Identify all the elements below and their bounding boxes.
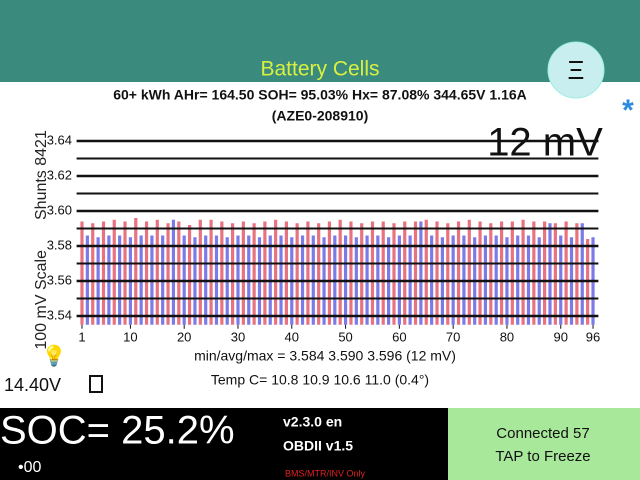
x-tick-label: 1 [78, 329, 85, 344]
y-tick-label: 3.60 [47, 202, 72, 217]
title: Battery Cells [260, 58, 379, 81]
bar [187, 225, 192, 325]
bar [80, 221, 84, 325]
bar [220, 221, 224, 325]
y-tick-label: 3.64 [47, 132, 72, 147]
bar [349, 221, 353, 325]
y-axis-label: 100 mV Scale [33, 250, 50, 350]
soc: SOC= 25.2% [0, 409, 235, 453]
x-tick-label: 96 [586, 329, 600, 344]
bar [91, 223, 95, 325]
menu-icon[interactable]: Ξ [568, 55, 585, 85]
bar [155, 219, 159, 325]
vin-line: (AZE0-208910) [272, 108, 369, 124]
stats-line: 60+ kWh AHr= 164.50 SOH= 95.03% Hx= 87.0… [113, 87, 527, 103]
bar [327, 221, 332, 325]
bar [424, 219, 428, 325]
bar [112, 219, 116, 325]
y-axis-label: Shunts 8421 [33, 130, 50, 220]
bar [370, 221, 375, 325]
bar [284, 221, 288, 325]
x-tick-label: 90 [554, 329, 568, 344]
bar [134, 218, 138, 325]
bar [360, 223, 364, 325]
bar [532, 221, 536, 325]
bar [575, 223, 579, 325]
connect-button[interactable] [448, 408, 640, 480]
x-tick-label: 50 [338, 329, 352, 344]
bar [510, 221, 514, 325]
y-tick-label: 3.58 [47, 237, 72, 252]
bar [403, 221, 407, 325]
bar [177, 221, 181, 325]
bar [435, 221, 439, 325]
mode: BMS/MTR/INV Only [285, 468, 366, 478]
y-tick-label: 3.54 [47, 307, 72, 322]
bar [231, 223, 235, 325]
bar [338, 219, 342, 325]
scale-note: 12 mV [487, 121, 603, 165]
min-max: min/avg/max = 3.584 3.590 3.596 (12 mV) [194, 348, 456, 364]
bar [306, 221, 310, 325]
bar [413, 221, 418, 325]
obd: OBDII v1.5 [283, 438, 353, 454]
bar [499, 221, 504, 325]
bar [274, 219, 278, 325]
voltage: 14.40V [4, 375, 61, 395]
menu-button[interactable] [547, 41, 605, 99]
dots: •00 [18, 459, 42, 476]
y-tick-label: 3.56 [47, 272, 72, 287]
bar [446, 223, 450, 325]
bar [489, 223, 493, 325]
bluetooth-icon: * [622, 94, 634, 127]
bar [580, 223, 584, 325]
x-tick-label: 10 [123, 329, 137, 344]
bar [317, 223, 321, 325]
bar [101, 221, 106, 325]
x-tick-label: 20 [177, 329, 191, 344]
connected[interactable]: Connected 57 [496, 425, 589, 442]
bar [553, 223, 557, 325]
bar [123, 221, 127, 325]
plot: 3.54 3.56 3.58 3.60 3.62 3.64 1 10 20 30 40 50 60 70 8… [47, 132, 601, 344]
bar [419, 221, 423, 325]
battery-icon [89, 375, 103, 393]
bar [381, 221, 385, 325]
bar [564, 221, 568, 325]
x-tick-label: 60 [392, 329, 406, 344]
bar [209, 219, 213, 325]
bar [263, 221, 267, 325]
bar [241, 221, 245, 325]
version: v2.3.0 en [283, 414, 342, 430]
bar [548, 223, 552, 325]
y-tick-label: 3.62 [47, 167, 72, 182]
x-tick-label: 70 [446, 329, 460, 344]
bar [171, 219, 176, 325]
bar [478, 221, 482, 325]
bar [252, 223, 256, 325]
x-tick-label: 80 [500, 329, 514, 344]
tap-freeze[interactable]: TAP to Freeze [495, 448, 590, 465]
x-tick-label: 40 [285, 329, 299, 344]
bar [467, 219, 471, 325]
status-bar [0, 408, 448, 480]
bar [198, 219, 202, 325]
bar [295, 223, 299, 325]
temperature: Temp C= 10.8 10.9 10.6 11.0 (0.4°) [211, 372, 429, 388]
bar [392, 223, 396, 325]
bar [456, 221, 461, 325]
bar [521, 219, 525, 325]
bar [144, 221, 149, 325]
bar [166, 223, 170, 325]
x-tick-label: 30 [231, 329, 245, 344]
bar [543, 221, 547, 325]
bulb-icon: 💡 [42, 343, 67, 367]
